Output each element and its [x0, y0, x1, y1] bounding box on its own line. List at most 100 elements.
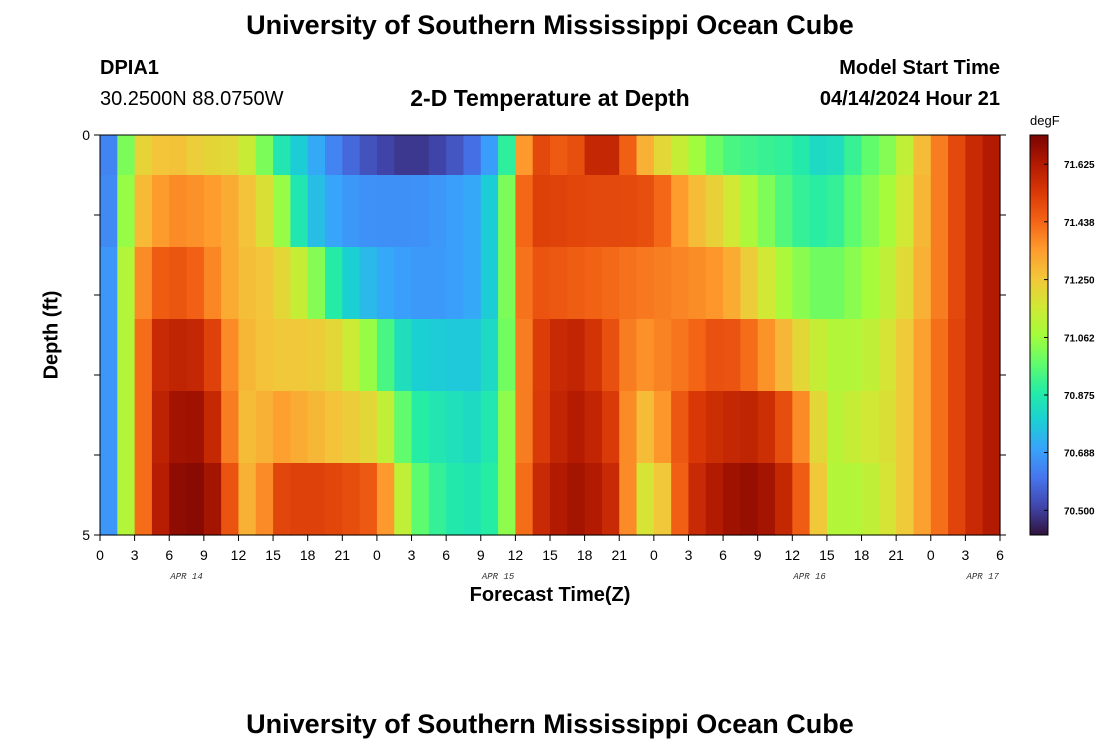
x-tick-label: 9 [477, 547, 485, 563]
heatmap-cell [878, 319, 897, 392]
heatmap-cell [446, 135, 465, 176]
heatmap-cell [567, 247, 586, 320]
heatmap-cell [740, 247, 759, 320]
heatmap-cell [723, 319, 741, 392]
heatmap-cell [723, 175, 741, 248]
heatmap-cell [688, 463, 707, 536]
x-tick-label: 3 [961, 547, 969, 563]
x-tick-label: 3 [408, 547, 416, 563]
heatmap-cell [134, 135, 153, 176]
heatmap-cell [826, 391, 845, 464]
heatmap-cell [376, 319, 395, 392]
heatmap-cell [100, 135, 118, 176]
heatmap-cell [584, 247, 603, 320]
heatmap-cell [134, 463, 153, 536]
heatmap-cell [653, 135, 672, 176]
heatmap-cell [584, 391, 603, 464]
axes: 050 3 6 9 12 15 18 21 0 3 6 9 12 15 18 21 0 3 6 9 12 15 18 21 0 3… [82, 127, 1006, 582]
heatmap-cell [515, 175, 534, 248]
heatmap-cell [203, 135, 222, 176]
heatmap-cell [394, 135, 413, 176]
heatmap-cell [636, 175, 655, 248]
heatmap-cell [636, 135, 655, 176]
heatmap-cell [740, 391, 759, 464]
heatmap-cell [255, 463, 274, 536]
x-tick-label: 9 [754, 547, 762, 563]
x-date-label: APR 16 [792, 572, 826, 582]
heatmap-cell [203, 391, 222, 464]
heatmap-cell [169, 463, 188, 536]
heatmap-cell [671, 247, 690, 320]
heatmap-cell [221, 391, 240, 464]
heatmap-cell [948, 391, 966, 464]
heatmap-cell [428, 391, 447, 464]
heatmap-cell [428, 175, 447, 248]
heatmap-cell [844, 319, 863, 392]
heatmap-cell [221, 247, 240, 320]
heatmap-cell [273, 135, 291, 176]
heatmap-cell [567, 463, 586, 536]
heatmap-cell [671, 463, 690, 536]
heatmap-cell [671, 135, 690, 176]
heatmap-cell [325, 391, 343, 464]
heatmap-cell [567, 135, 586, 176]
heatmap-cell [307, 391, 326, 464]
heatmap-cell [636, 463, 655, 536]
heatmap-cell [757, 175, 776, 248]
heatmap-cell [532, 463, 551, 536]
y-tick-label: 0 [82, 127, 90, 143]
x-tick-label: 15 [819, 547, 835, 563]
heatmap-cell [169, 135, 188, 176]
heatmap-cell [273, 319, 291, 392]
x-tick-label: 12 [785, 547, 801, 563]
heatmap-cell [601, 463, 620, 536]
heatmap-cell [826, 463, 845, 536]
heatmap-cell [151, 135, 170, 176]
heatmap-cell [238, 135, 257, 176]
colorbar-tick-label: 71.250 [1064, 276, 1095, 287]
heatmap-cell [965, 247, 984, 320]
heatmap-cell [619, 247, 638, 320]
heatmap-cell [913, 175, 932, 248]
heatmap-cell [100, 175, 118, 248]
heatmap-cell [688, 319, 707, 392]
heatmap-cell [376, 135, 395, 176]
heatmap-cell [238, 319, 257, 392]
heatmap-cell [117, 247, 136, 320]
heatmap-cell [446, 463, 465, 536]
x-tick-label: 18 [577, 547, 593, 563]
heatmap-cell [757, 463, 776, 536]
heatmap-cell [394, 391, 413, 464]
y-tick-label: 5 [82, 527, 90, 543]
heatmap-cell [861, 463, 880, 536]
heatmap-cell [273, 175, 291, 248]
heatmap-cell [896, 391, 915, 464]
heatmap-cell [151, 391, 170, 464]
heatmap-cell [861, 391, 880, 464]
heatmap-cell [913, 319, 932, 392]
heatmap-cell [965, 463, 984, 536]
heatmap-cell [930, 463, 949, 536]
x-tick-label: 21 [335, 547, 351, 563]
heatmap-cell [653, 247, 672, 320]
heatmap-cell [844, 175, 863, 248]
colorbar-tick-label: 70.500 [1064, 506, 1095, 517]
heatmap-cell [878, 135, 897, 176]
heatmap-cell [705, 135, 724, 176]
heatmap-cell [117, 463, 136, 536]
heatmap-cell [550, 175, 568, 248]
heatmap-cell [861, 175, 880, 248]
heatmap-cell [221, 319, 240, 392]
x-date-label: APR 17 [965, 572, 999, 582]
heatmap-cell [307, 135, 326, 176]
heatmap-cells [100, 135, 1001, 536]
heatmap-cell [515, 463, 534, 536]
heatmap-cell [913, 463, 932, 536]
heatmap-cell [653, 463, 672, 536]
heatmap-cell [930, 175, 949, 248]
heatmap-cell [930, 391, 949, 464]
heatmap-cell [532, 247, 551, 320]
heatmap-cell [151, 463, 170, 536]
heatmap-cell [186, 135, 205, 176]
heatmap-cell [982, 247, 1001, 320]
